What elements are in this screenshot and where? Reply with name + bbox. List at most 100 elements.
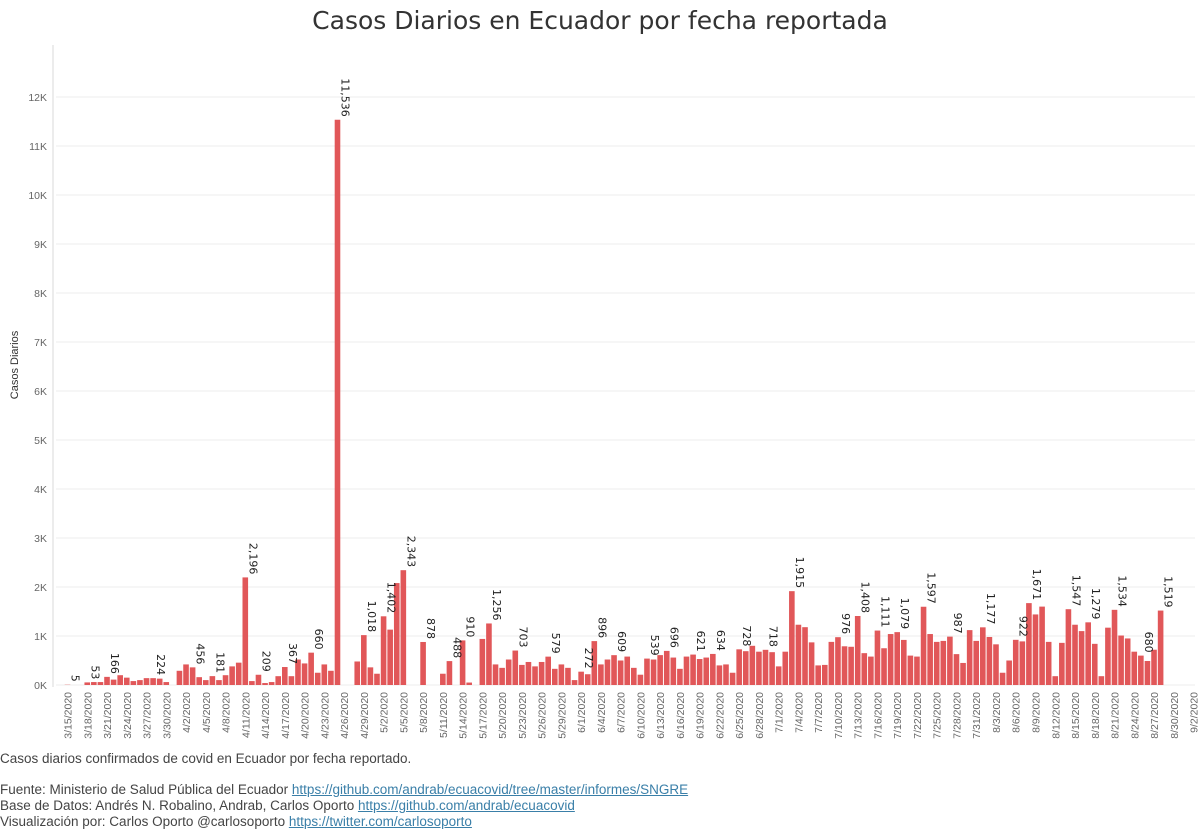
bar xyxy=(222,675,229,685)
y-tick-label: 9K xyxy=(34,239,47,251)
x-tick-label: 4/20/2020 xyxy=(300,692,312,739)
bar xyxy=(1098,676,1105,685)
x-tick-label: 5/23/2020 xyxy=(517,692,529,739)
bar xyxy=(301,663,308,685)
bar xyxy=(565,667,571,685)
bar xyxy=(828,641,835,685)
bar xyxy=(980,627,986,685)
bar xyxy=(492,664,499,685)
bar xyxy=(440,673,446,685)
x-tick-label: 5/8/2020 xyxy=(418,692,430,733)
y-tick-label: 4K xyxy=(34,484,47,496)
bar xyxy=(993,644,999,685)
bar xyxy=(1124,638,1131,685)
bar xyxy=(84,682,91,685)
bar xyxy=(670,657,677,685)
bar xyxy=(91,682,97,685)
x-tick-label: 8/6/2020 xyxy=(1011,692,1023,733)
bar xyxy=(216,680,222,685)
bar xyxy=(920,606,927,685)
data-label: 224 xyxy=(154,654,167,675)
data-label: 181 xyxy=(213,652,226,673)
x-tick-label: 6/22/2020 xyxy=(714,692,726,739)
bar xyxy=(505,659,512,685)
database-link[interactable]: https://github.com/andrab/ecuacovid xyxy=(357,798,575,813)
bar xyxy=(650,659,657,685)
x-tick-label: 6/7/2020 xyxy=(616,692,628,733)
bar xyxy=(163,682,170,685)
x-tick-label: 5/29/2020 xyxy=(556,692,568,739)
bar xyxy=(631,667,637,685)
bar xyxy=(1085,622,1091,685)
y-tick-label: 1K xyxy=(34,631,47,643)
bar xyxy=(762,649,769,685)
bar xyxy=(756,651,762,685)
data-label: 1,256 xyxy=(490,589,503,621)
bar xyxy=(868,656,874,685)
bar xyxy=(242,577,249,685)
bar xyxy=(123,677,130,685)
x-tick-label: 5/5/2020 xyxy=(398,692,410,733)
data-label: 718 xyxy=(767,626,780,647)
bar xyxy=(914,656,920,685)
bar xyxy=(1032,614,1039,685)
bar xyxy=(558,664,565,685)
bar xyxy=(933,641,940,685)
bar xyxy=(117,675,123,685)
bar xyxy=(894,632,901,685)
data-label: 2,343 xyxy=(404,536,417,568)
data-label: 456 xyxy=(194,643,207,664)
bar xyxy=(308,652,314,685)
bar xyxy=(953,654,960,685)
y-tick-label: 6K xyxy=(34,386,47,398)
bar xyxy=(874,630,881,685)
bar xyxy=(742,651,749,685)
source-link[interactable]: https://github.com/andrab/ecuacovid/tree… xyxy=(291,782,689,797)
x-tick-label: 8/15/2020 xyxy=(1070,692,1082,739)
bar xyxy=(1078,631,1085,685)
bar xyxy=(288,676,295,685)
bar xyxy=(821,664,828,685)
data-label: 1,079 xyxy=(898,598,911,630)
bar xyxy=(769,652,775,685)
bar xyxy=(400,570,407,685)
x-tick-label: 5/11/2020 xyxy=(438,692,450,738)
bar xyxy=(677,668,683,685)
bar xyxy=(334,119,341,686)
x-tick-label: 4/8/2020 xyxy=(221,692,233,733)
data-label: 1,402 xyxy=(385,582,398,614)
x-tick-label: 8/24/2020 xyxy=(1129,692,1141,739)
bar xyxy=(1045,641,1052,685)
data-label: 488 xyxy=(450,637,463,658)
bar xyxy=(1157,610,1164,685)
bar xyxy=(176,670,183,685)
y-tick-label: 10K xyxy=(28,190,47,202)
data-label: 1,915 xyxy=(793,557,806,589)
bar xyxy=(644,658,650,685)
bar xyxy=(380,616,387,685)
visualization-link[interactable]: https://twitter.com/carlosoporto xyxy=(288,814,472,829)
bar xyxy=(354,661,361,685)
bar xyxy=(268,682,275,685)
bar xyxy=(387,629,393,685)
data-label: 976 xyxy=(839,613,852,634)
bar xyxy=(1059,642,1065,685)
y-tick-label: 5K xyxy=(34,435,47,447)
x-tick-label: 7/19/2020 xyxy=(892,692,904,739)
x-tick-label: 8/27/2020 xyxy=(1149,692,1161,739)
bar xyxy=(519,664,525,685)
x-tick-label: 7/16/2020 xyxy=(872,692,884,739)
x-tick-label: 5/26/2020 xyxy=(537,692,549,739)
data-label: 634 xyxy=(714,630,727,651)
bar xyxy=(854,616,861,685)
bar xyxy=(130,681,137,685)
x-tick-label: 7/4/2020 xyxy=(793,692,805,733)
x-tick-label: 8/18/2020 xyxy=(1090,692,1102,739)
bar xyxy=(1026,603,1032,685)
data-label: 1,177 xyxy=(984,593,997,625)
bar xyxy=(901,639,907,685)
bar xyxy=(209,676,216,685)
bar xyxy=(604,659,611,685)
x-tick-label: 8/12/2020 xyxy=(1050,692,1062,739)
bar xyxy=(275,676,282,685)
